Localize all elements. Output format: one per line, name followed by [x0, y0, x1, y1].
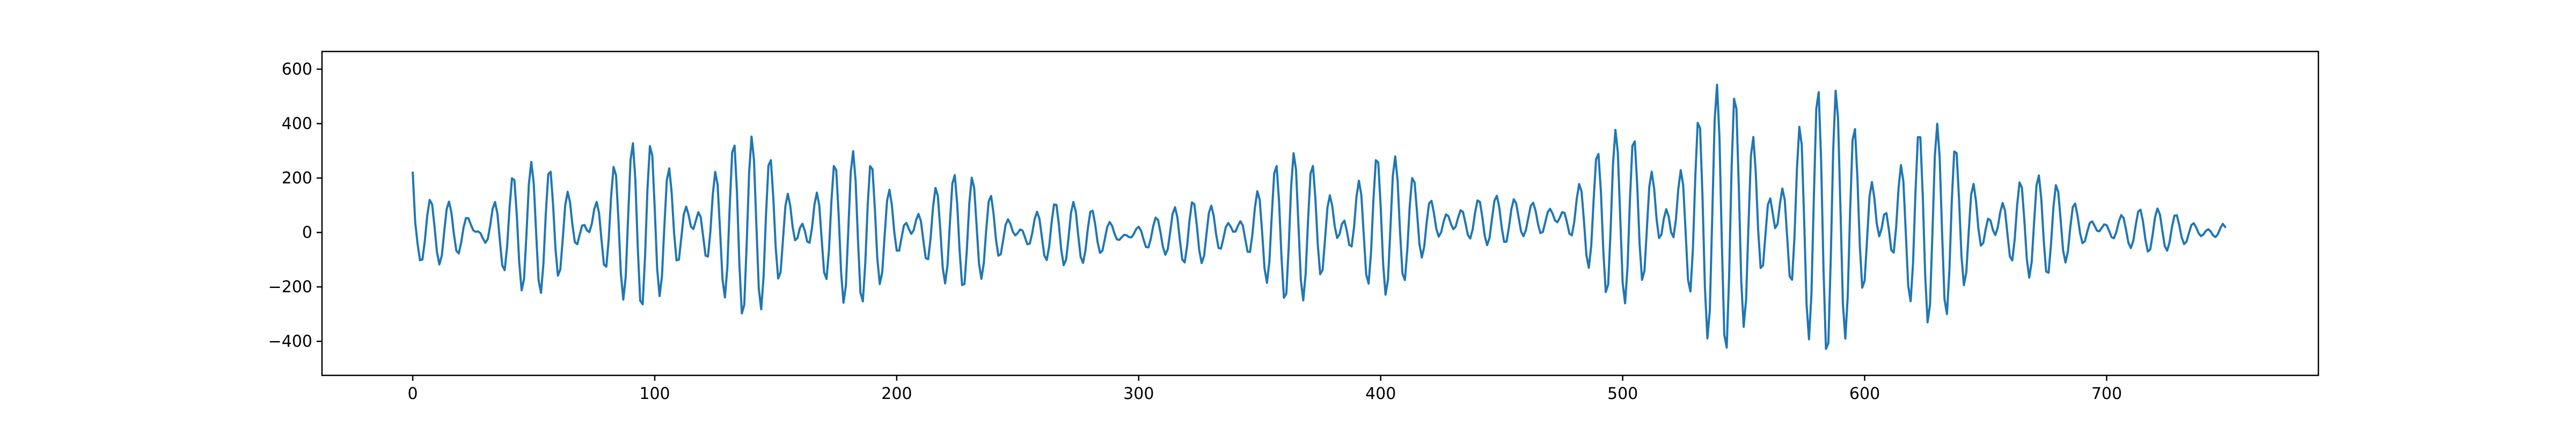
x-tick-label: 0: [408, 384, 418, 403]
x-tick-label: 300: [1123, 384, 1154, 403]
y-tick-label: 200: [282, 169, 312, 188]
x-tick-label: 400: [1365, 384, 1396, 403]
x-tick-label: 200: [881, 384, 912, 403]
x-tick-label: 500: [1607, 384, 1638, 403]
x-tick-label: 700: [2091, 384, 2122, 403]
y-tick-label: 600: [282, 60, 312, 79]
y-tick-label: −400: [268, 332, 312, 351]
x-tick-label: 100: [639, 384, 670, 403]
y-tick-label: 400: [282, 115, 312, 134]
y-tick-label: 0: [302, 224, 312, 242]
series-line: [412, 84, 2227, 350]
x-tick-label: 600: [1849, 384, 1880, 403]
axes-background: [322, 51, 2318, 375]
x-axis: 0 100 200 300 400 500 600 700: [408, 375, 2122, 403]
y-axis: −400 −200 0 200 400 600: [268, 60, 322, 351]
y-tick-label: −200: [268, 278, 312, 297]
axes-frame: [321, 50, 2319, 376]
plot-area: [321, 50, 2319, 376]
